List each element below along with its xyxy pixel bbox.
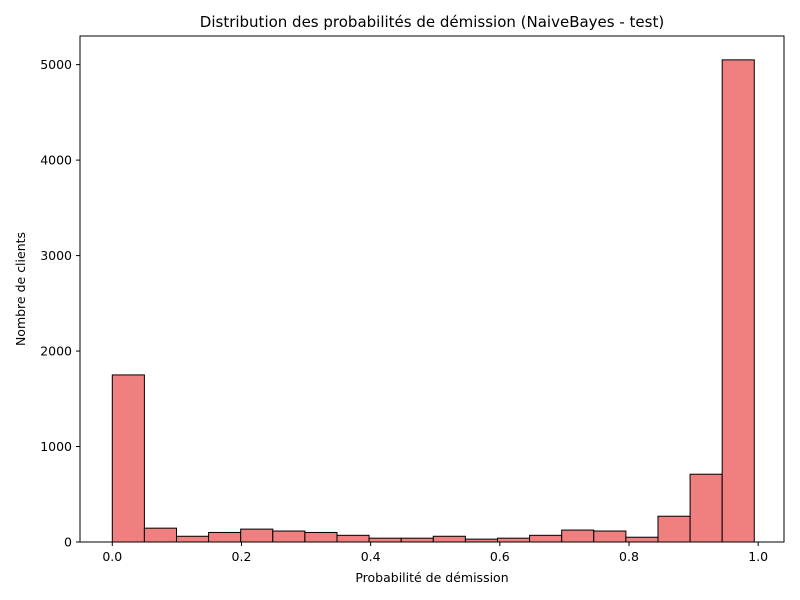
histogram-bar (111, 374, 145, 543)
chart-title: Distribution des probabilités de démissi… (200, 13, 664, 31)
histogram-bar (208, 531, 242, 543)
y-tick-label: 0 (64, 535, 72, 550)
x-tick-label: 1.0 (748, 549, 768, 564)
histogram-bar (689, 473, 723, 543)
plot-frame (79, 35, 785, 543)
histogram-bar (304, 531, 338, 543)
histogram-bar (432, 535, 466, 543)
x-tick-label: 0.4 (361, 549, 381, 564)
histogram-bar (625, 536, 659, 543)
histogram-bar (143, 527, 177, 543)
histogram-bar (400, 537, 434, 543)
histogram-bar (721, 59, 755, 543)
histogram-bar (529, 534, 563, 543)
y-tick-label: 4000 (40, 153, 72, 168)
x-tick-label: 0.2 (232, 549, 252, 564)
y-tick-label: 3000 (40, 248, 72, 263)
histogram-bar (240, 528, 274, 543)
histogram-bar (561, 529, 595, 543)
x-tick-label: 0.8 (619, 549, 639, 564)
histogram-bar (657, 515, 691, 543)
histogram-bar (368, 537, 402, 543)
histogram-bar (593, 530, 627, 543)
histogram-bar (272, 530, 306, 543)
x-axis: 0.0 0.2 0.4 0.6 0.8 1.0 (102, 542, 768, 564)
y-axis: 0 1000 2000 3000 4000 5000 (40, 57, 80, 550)
y-tick-label: 5000 (40, 57, 72, 72)
y-tick-label: 2000 (40, 344, 72, 359)
x-axis-label: Probabilité de démission (355, 570, 508, 585)
y-tick-label: 1000 (40, 439, 72, 454)
y-axis-label: Nombre de clients (13, 232, 28, 346)
bars-group (111, 59, 755, 543)
histogram-bar (336, 534, 370, 543)
x-tick-label: 0.0 (102, 549, 122, 564)
x-tick-label: 0.6 (490, 549, 510, 564)
histogram-bar (175, 535, 210, 543)
histogram-bar (496, 537, 531, 543)
